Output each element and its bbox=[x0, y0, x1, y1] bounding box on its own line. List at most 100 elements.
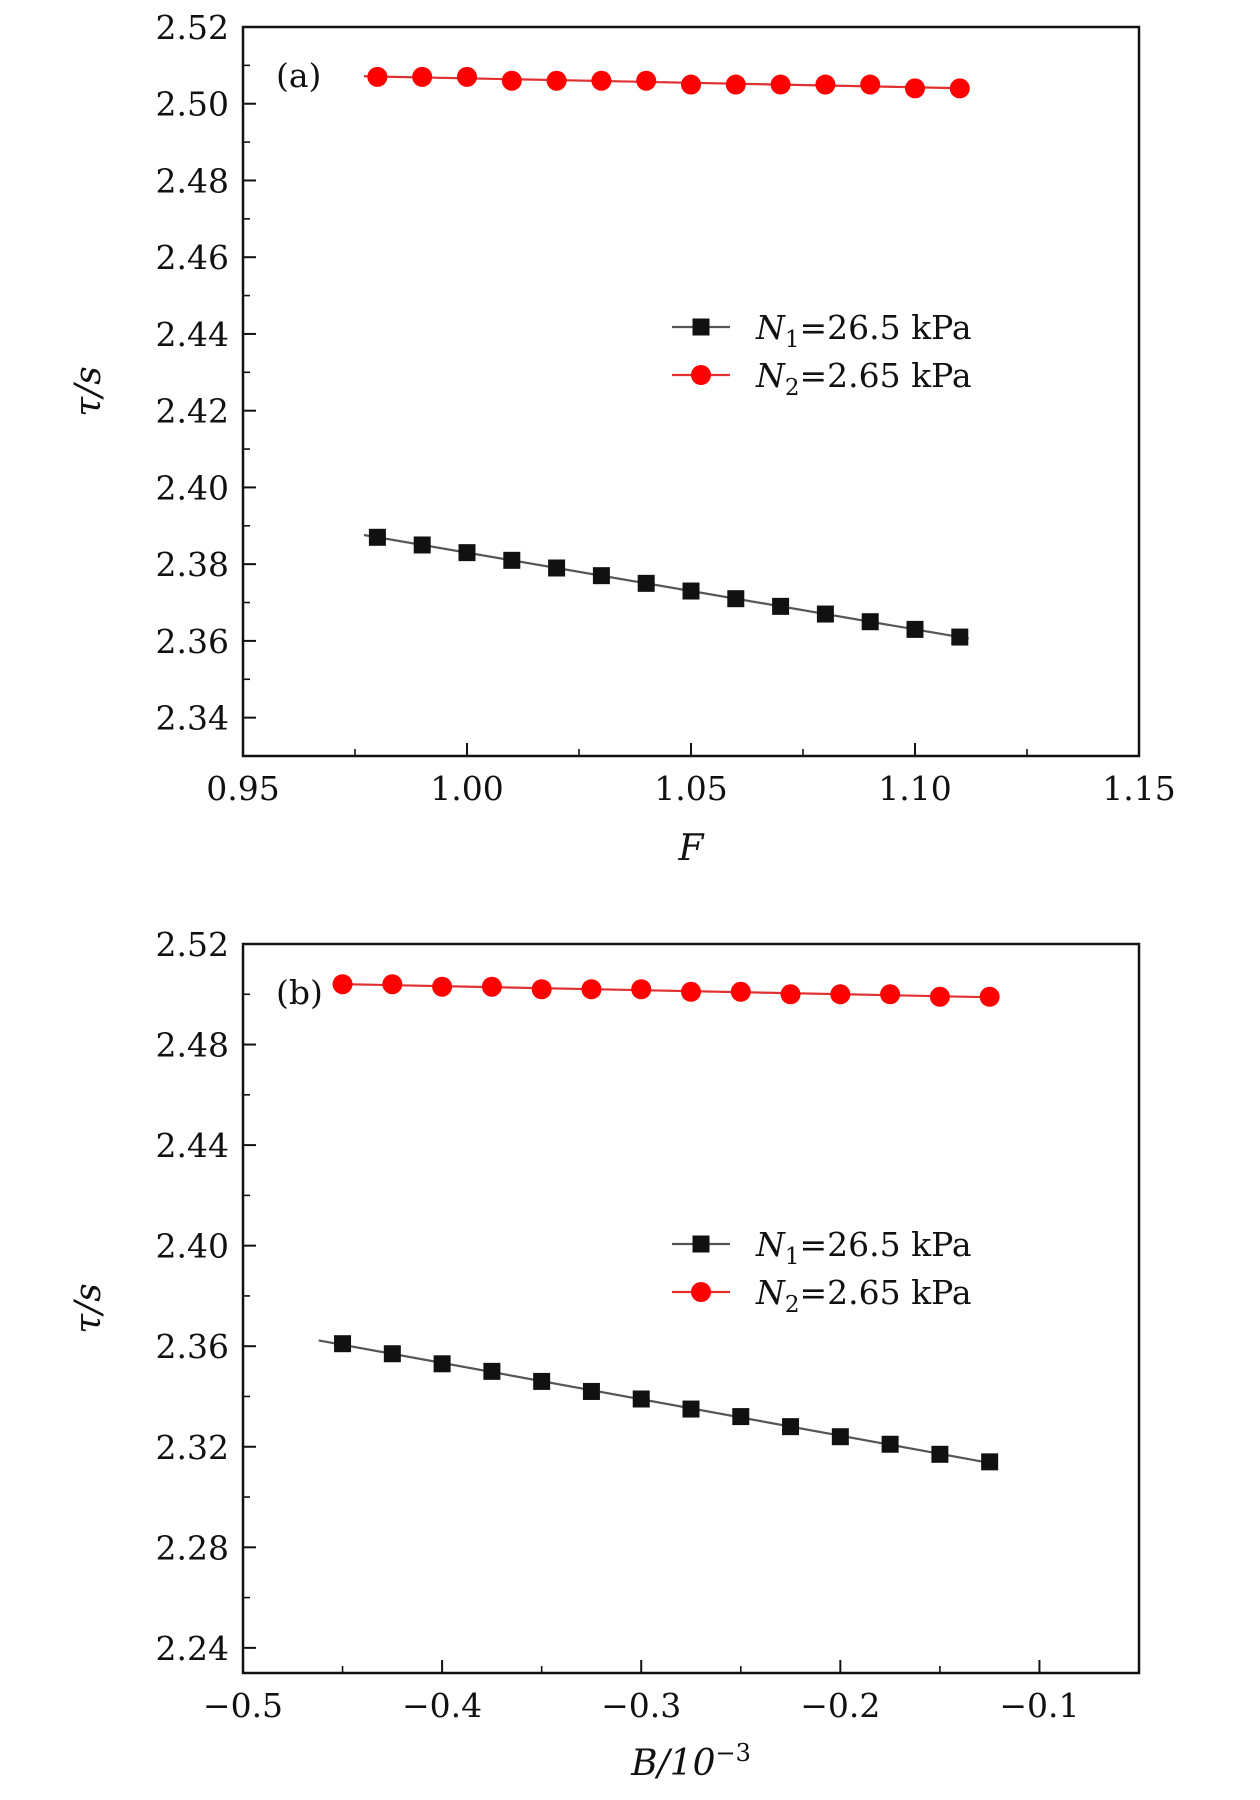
legend-label: N2=2.65 kPa bbox=[755, 356, 972, 401]
series-fit-line bbox=[318, 1339, 994, 1465]
y-tick-label: 2.24 bbox=[156, 1629, 229, 1668]
data-point-circle bbox=[531, 979, 552, 1000]
data-point-square bbox=[906, 620, 924, 638]
data-point-square bbox=[503, 551, 521, 569]
data-point-circle bbox=[815, 74, 836, 95]
data-point-square bbox=[433, 1355, 451, 1373]
y-tick-label: 2.28 bbox=[156, 1528, 229, 1567]
data-point-square bbox=[981, 1453, 999, 1471]
data-point-circle bbox=[929, 986, 950, 1007]
data-point-square bbox=[816, 605, 834, 623]
x-tick-label: 1.15 bbox=[1102, 769, 1175, 808]
y-tick-label: 2.52 bbox=[156, 925, 229, 964]
data-point-circle bbox=[481, 976, 502, 997]
legend-marker-square bbox=[692, 1235, 710, 1253]
data-point-square bbox=[548, 559, 566, 577]
y-tick-label: 2.34 bbox=[156, 699, 229, 738]
data-point-circle bbox=[631, 979, 652, 1000]
data-point-square bbox=[458, 544, 476, 562]
y-tick-label: 2.44 bbox=[156, 315, 229, 354]
legend-marker-circle bbox=[691, 365, 711, 385]
data-point-square bbox=[334, 1335, 352, 1353]
data-point-circle bbox=[730, 981, 751, 1002]
data-point-square bbox=[831, 1428, 849, 1446]
y-axis-label: τ/s bbox=[68, 1283, 109, 1334]
y-axis-label: τ/s bbox=[68, 366, 109, 417]
data-point-circle bbox=[501, 70, 522, 91]
data-point-circle bbox=[546, 70, 567, 91]
data-point-circle bbox=[880, 984, 901, 1005]
data-point-square bbox=[682, 582, 700, 600]
panel-b: 2.24 2.28 2.32 2.36 2.40 2.44 2.48 2.52 −0.5 −0.4… bbox=[68, 925, 1141, 1784]
data-point-circle bbox=[681, 74, 701, 95]
data-point-circle bbox=[581, 979, 602, 1000]
x-axis-label: F bbox=[678, 828, 706, 869]
x-tick-label: −0.4 bbox=[402, 1686, 482, 1725]
data-point-circle bbox=[860, 74, 881, 95]
y-tick-label: 2.52 bbox=[156, 8, 229, 47]
data-point-square bbox=[727, 590, 745, 608]
legend-marker-circle bbox=[691, 1282, 711, 1302]
data-point-circle bbox=[432, 976, 453, 997]
data-point-square bbox=[772, 597, 790, 615]
data-point-circle bbox=[780, 984, 801, 1005]
data-point-square bbox=[383, 1345, 401, 1363]
panel-label: (a) bbox=[276, 56, 321, 95]
x-tick-label: 1.00 bbox=[430, 769, 503, 808]
y-tick-label: 2.32 bbox=[156, 1428, 229, 1467]
data-point-square bbox=[931, 1445, 949, 1463]
data-point-circle bbox=[591, 70, 612, 91]
x-tick-label: −0.2 bbox=[800, 1686, 880, 1725]
data-point-circle bbox=[332, 974, 353, 995]
y-tick-label: 2.42 bbox=[156, 392, 229, 431]
data-point-square bbox=[682, 1400, 700, 1418]
plot-frame bbox=[241, 942, 1141, 1675]
data-point-square bbox=[483, 1362, 501, 1380]
data-point-circle bbox=[770, 74, 791, 95]
data-point-circle bbox=[636, 70, 657, 91]
data-point-circle bbox=[457, 66, 477, 87]
x-tick-label: 1.10 bbox=[878, 769, 951, 808]
data-point-square bbox=[632, 1390, 650, 1408]
data-point-square bbox=[637, 574, 655, 592]
data-point-circle bbox=[681, 981, 701, 1002]
data-point-square bbox=[592, 567, 610, 585]
data-point-square bbox=[881, 1435, 899, 1453]
data-point-square bbox=[861, 613, 879, 631]
x-tick-label: −0.5 bbox=[203, 1686, 283, 1725]
y-tick-label: 2.46 bbox=[156, 238, 229, 277]
y-tick-label: 2.36 bbox=[156, 622, 229, 661]
plot-frame bbox=[241, 25, 1141, 758]
y-tick-label: 2.40 bbox=[156, 468, 229, 507]
x-axis-label: B/10−3 bbox=[630, 1739, 751, 1784]
legend-label: N1=26.5 kPa bbox=[755, 1225, 972, 1270]
y-tick-label: 2.48 bbox=[156, 1026, 229, 1065]
data-point-circle bbox=[830, 984, 851, 1005]
data-point-circle bbox=[949, 78, 970, 99]
data-point-square bbox=[368, 528, 386, 546]
data-point-circle bbox=[382, 974, 403, 995]
panel-label: (b) bbox=[276, 973, 323, 1012]
data-point-square bbox=[582, 1382, 600, 1400]
y-tick-label: 2.36 bbox=[156, 1327, 229, 1366]
data-point-circle bbox=[905, 78, 925, 99]
x-tick-label: −0.1 bbox=[999, 1686, 1079, 1725]
panel-a: 2.34 2.36 2.38 2.40 2.42 2.44 2.46 2.48 2.50 2.52… bbox=[68, 8, 1176, 869]
legend-marker-square bbox=[692, 318, 710, 336]
x-tick-label: −0.3 bbox=[601, 1686, 681, 1725]
x-tick-label: 1.05 bbox=[654, 769, 727, 808]
y-tick-label: 2.38 bbox=[156, 545, 229, 584]
x-tick-label: 0.95 bbox=[206, 769, 279, 808]
y-tick-label: 2.48 bbox=[156, 161, 229, 200]
y-tick-label: 2.40 bbox=[156, 1227, 229, 1266]
data-point-square bbox=[951, 628, 969, 646]
data-point-circle bbox=[367, 66, 388, 87]
data-point-square bbox=[732, 1408, 750, 1426]
y-tick-label: 2.50 bbox=[156, 85, 229, 124]
data-point-circle bbox=[725, 74, 746, 95]
legend-label: N2=2.65 kPa bbox=[755, 1273, 972, 1318]
legend-label: N1=26.5 kPa bbox=[755, 308, 972, 353]
y-tick-label: 2.44 bbox=[156, 1126, 229, 1165]
data-point-circle bbox=[412, 66, 433, 87]
